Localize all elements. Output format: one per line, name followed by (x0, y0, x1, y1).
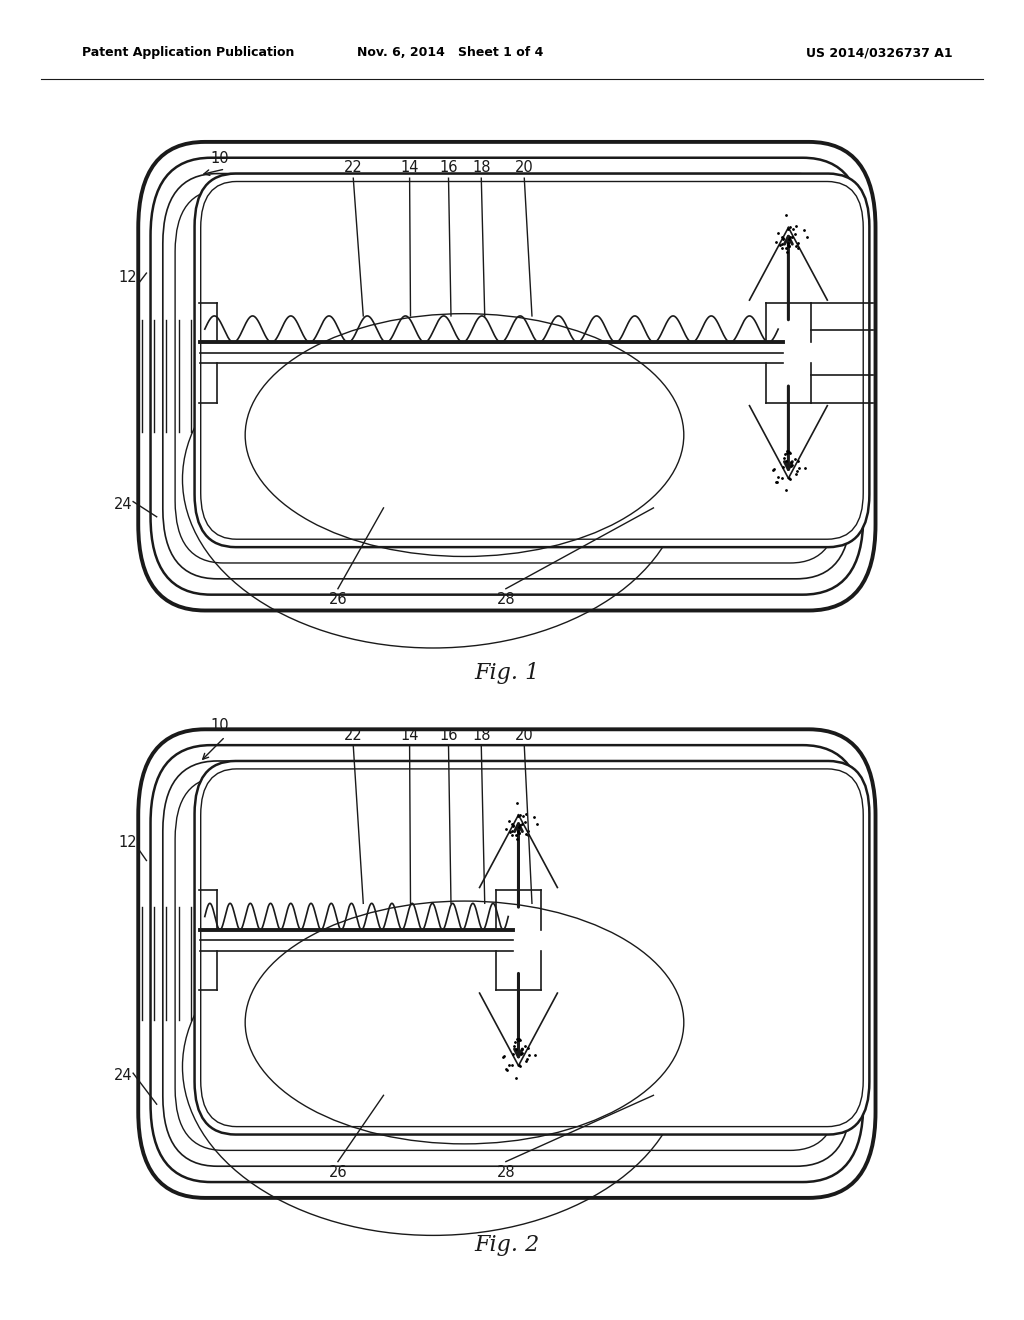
Text: 12: 12 (119, 269, 137, 285)
Text: 26: 26 (329, 591, 347, 607)
Text: 26: 26 (329, 1164, 347, 1180)
FancyBboxPatch shape (195, 760, 869, 1134)
Text: 28: 28 (497, 591, 515, 607)
FancyBboxPatch shape (138, 141, 876, 610)
Text: 16: 16 (439, 160, 458, 176)
Text: 22: 22 (344, 160, 362, 176)
Text: 20: 20 (515, 160, 534, 176)
Text: 16: 16 (439, 727, 458, 743)
FancyBboxPatch shape (195, 174, 869, 546)
FancyBboxPatch shape (138, 729, 876, 1199)
Text: 28: 28 (497, 1164, 515, 1180)
Text: 20: 20 (515, 727, 534, 743)
Text: 10: 10 (211, 718, 229, 734)
Text: 18: 18 (472, 160, 490, 176)
Text: Fig. 1: Fig. 1 (474, 663, 540, 684)
Text: 10: 10 (211, 150, 229, 166)
Text: 18: 18 (472, 727, 490, 743)
Text: Fig. 2: Fig. 2 (474, 1234, 540, 1255)
Text: Nov. 6, 2014   Sheet 1 of 4: Nov. 6, 2014 Sheet 1 of 4 (357, 46, 544, 59)
Text: 14: 14 (400, 727, 419, 743)
Text: 24: 24 (114, 496, 132, 512)
Text: 24: 24 (114, 1068, 132, 1084)
Text: 12: 12 (119, 834, 137, 850)
Text: 14: 14 (400, 160, 419, 176)
Text: US 2014/0326737 A1: US 2014/0326737 A1 (806, 46, 952, 59)
Text: Patent Application Publication: Patent Application Publication (82, 46, 294, 59)
Text: 22: 22 (344, 727, 362, 743)
